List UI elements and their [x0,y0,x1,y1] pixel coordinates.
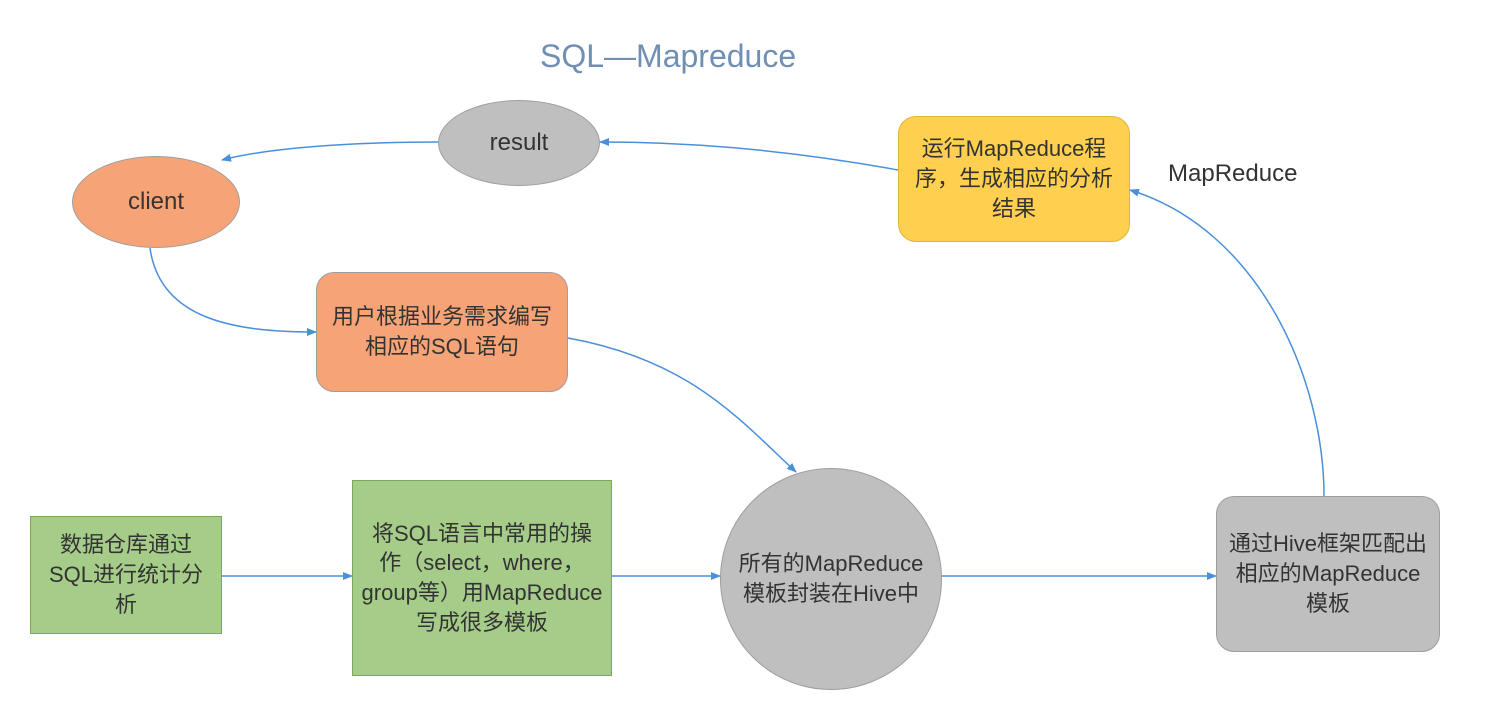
node-hive-match-label: 通过Hive框架匹配出相应的MapReduce模板 [1225,529,1431,618]
diagram-title: SQL—Mapreduce [540,38,796,75]
node-dw-sql-label: 数据仓库通过SQL进行统计分析 [39,530,213,619]
edge-client-to-writeSql [150,248,316,332]
node-result-label: result [490,127,549,159]
node-run-mr: 运行MapReduce程序，生成相应的分析结果 [898,116,1130,242]
node-client: client [72,156,240,248]
node-dw-sql: 数据仓库通过SQL进行统计分析 [30,516,222,634]
edge-result-to-client [222,142,438,160]
node-write-sql: 用户根据业务需求编写相应的SQL语句 [316,272,568,392]
node-hive-match: 通过Hive框架匹配出相应的MapReduce模板 [1216,496,1440,652]
edge-writeSql-to-allMR [568,338,796,472]
node-write-sql-label: 用户根据业务需求编写相应的SQL语句 [325,302,559,361]
edge-runMR-to-result [600,142,898,170]
node-run-mr-label: 运行MapReduce程序，生成相应的分析结果 [907,134,1121,223]
node-all-mr: 所有的MapReduce模板封装在Hive中 [720,468,942,690]
node-sql-ops: 将SQL语言中常用的操作（select，where，group等）用MapRed… [352,480,612,676]
node-client-label: client [128,186,184,218]
node-result: result [438,100,600,186]
edge-hiveMatch-to-runMR [1130,190,1324,496]
label-mapreduce: MapReduce [1168,160,1297,188]
node-all-mr-label: 所有的MapReduce模板封装在Hive中 [729,549,933,608]
node-sql-ops-label: 将SQL语言中常用的操作（select，where，group等）用MapRed… [361,519,603,638]
